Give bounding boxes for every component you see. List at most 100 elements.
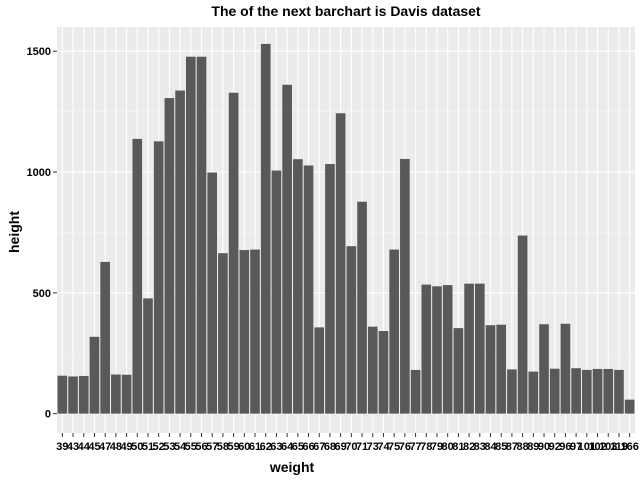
bar-47 xyxy=(100,261,110,414)
bar-92 xyxy=(549,368,560,414)
x-tick-label: 87 xyxy=(506,441,518,453)
x-tick-label: 60 xyxy=(238,441,250,453)
bar-39 xyxy=(57,375,68,414)
bar-90 xyxy=(539,324,549,414)
bar-97 xyxy=(571,368,581,414)
chart-title: The of the next barchart is Davis datase… xyxy=(211,3,481,19)
bar-75 xyxy=(389,249,399,414)
x-tick-label: 97 xyxy=(570,441,582,453)
y-tick-label: 500 xyxy=(33,288,51,300)
x-tick-label: 50 xyxy=(131,441,143,453)
x-tick-label: 89 xyxy=(527,441,539,453)
x-tick-label: 69 xyxy=(335,441,347,453)
bar-71 xyxy=(357,201,367,414)
x-tick-label: 66 xyxy=(302,441,314,453)
bar-101 xyxy=(582,369,592,414)
x-tick-label: 166 xyxy=(620,441,638,453)
bar-119 xyxy=(614,369,624,414)
bar-88 xyxy=(517,235,528,414)
minor-gridlines xyxy=(57,111,635,354)
bar-48 xyxy=(111,374,121,414)
x-tick-label: 103 xyxy=(599,441,617,453)
bar-57 xyxy=(207,172,218,414)
bar-59 xyxy=(228,92,239,414)
x-tick-label: 67 xyxy=(313,441,325,453)
bar-166 xyxy=(624,399,635,414)
x-tick-label: 56 xyxy=(195,441,207,453)
bar-96 xyxy=(560,323,571,414)
x-tick-label: 58 xyxy=(217,441,229,453)
x-tick-label: 63 xyxy=(270,441,282,453)
x-tick-label: 45 xyxy=(88,441,100,453)
bar-76 xyxy=(400,158,410,414)
bars xyxy=(57,43,635,414)
x-axis-title: weight xyxy=(269,459,315,475)
bar-69 xyxy=(335,113,346,414)
x-tick-label: 52 xyxy=(153,441,165,453)
x-tick-label: 80 xyxy=(442,441,454,453)
x-tick-label: 48 xyxy=(110,441,122,453)
bar-103 xyxy=(603,368,614,414)
bar-56 xyxy=(196,56,207,414)
x-tick-label: 74 xyxy=(377,441,390,453)
bar-65 xyxy=(293,159,303,414)
x-tick-label: 75 xyxy=(388,441,400,453)
x-tick-label: 101 xyxy=(578,441,596,453)
bar-73 xyxy=(367,326,378,414)
x-tick-label: 65 xyxy=(292,441,304,453)
x-tick-label: 82 xyxy=(463,441,475,453)
bar-54 xyxy=(175,90,185,414)
y-tick-label: 1500 xyxy=(27,46,51,58)
bar-79 xyxy=(432,286,442,414)
bar-51 xyxy=(143,298,153,414)
bar-61 xyxy=(250,249,260,414)
bar-80 xyxy=(442,285,453,414)
x-tick-label: 61 xyxy=(249,441,261,453)
x-tick-label: 88 xyxy=(516,441,528,453)
x-tick-label: 43 xyxy=(67,441,79,453)
bar-60 xyxy=(239,250,250,414)
x-tick-label: 90 xyxy=(538,441,550,453)
y-axis: 0 500 1000 1500 xyxy=(27,46,57,421)
plot-panel xyxy=(57,27,635,433)
x-tick-label: 73 xyxy=(367,441,379,453)
x-tick-label: 77 xyxy=(409,441,421,453)
bar-82 xyxy=(464,283,474,414)
bar-102 xyxy=(592,368,603,414)
x-tick-label: 76 xyxy=(399,441,411,453)
x-tick-label: 96 xyxy=(559,441,571,453)
bar-45 xyxy=(89,336,100,414)
bar-68 xyxy=(325,164,335,414)
x-axis: 3943444547484950515253545556575859606162… xyxy=(56,433,639,453)
x-tick-label: 79 xyxy=(431,441,443,453)
bar-87 xyxy=(507,369,517,414)
x-tick-label: 44 xyxy=(78,441,91,453)
bar-66 xyxy=(303,165,314,414)
x-tick-label: 62 xyxy=(260,441,272,453)
bar-84 xyxy=(485,325,496,414)
x-tick-label: 81 xyxy=(452,441,464,453)
x-tick-label: 92 xyxy=(549,441,561,453)
x-tick-label: 70 xyxy=(345,441,357,453)
bar-83 xyxy=(474,283,485,414)
bar-52 xyxy=(153,141,164,414)
x-tick-label: 85 xyxy=(495,441,507,453)
bar-43 xyxy=(68,376,78,414)
y-tick-label: 0 xyxy=(45,409,51,421)
y-axis-title: height xyxy=(6,211,22,253)
x-tick-label: 55 xyxy=(185,441,197,453)
x-tick-label: 102 xyxy=(588,441,606,453)
x-tick-label: 51 xyxy=(142,441,154,453)
bar-53 xyxy=(164,98,175,414)
x-tick-label: 39 xyxy=(56,441,68,453)
bar-67 xyxy=(314,327,325,414)
x-tick-label: 78 xyxy=(420,441,432,453)
bar-85 xyxy=(496,324,507,414)
bar-74 xyxy=(378,331,389,414)
bar-78 xyxy=(421,284,432,414)
bar-50 xyxy=(132,138,143,414)
x-tick-label: 54 xyxy=(174,441,187,453)
bar-62 xyxy=(260,43,271,414)
x-tick-label: 84 xyxy=(484,441,497,453)
